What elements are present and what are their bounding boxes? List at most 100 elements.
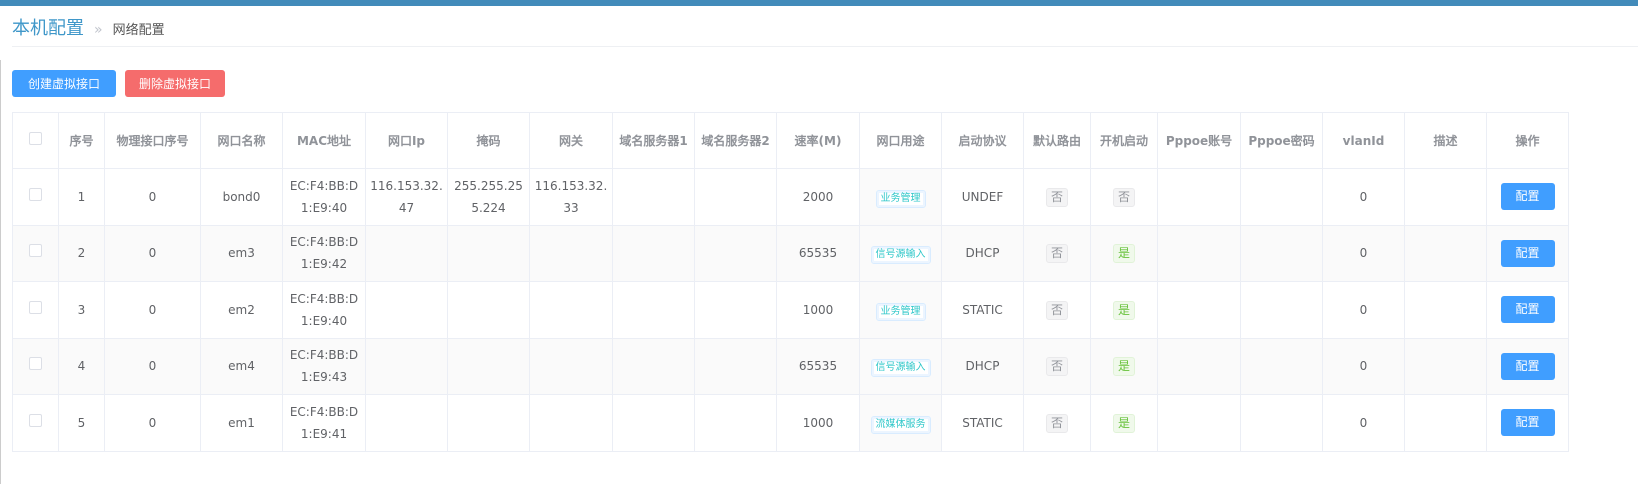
cell-boot: 是: [1090, 337, 1158, 395]
usage-tag: 流媒体服务: [870, 415, 931, 434]
cell-phys: 0: [104, 337, 201, 395]
divider: [0, 60, 1, 484]
cell-no: 5: [58, 394, 105, 452]
cell-pppoe_user: [1157, 394, 1241, 452]
cell-no: 2: [58, 224, 105, 282]
usage-tag: 信号源输入: [870, 246, 931, 265]
cell-proto: STATIC: [941, 394, 1024, 452]
cell-pppoe_pass: [1240, 337, 1323, 395]
usage-tag: 信号源输入: [870, 359, 931, 378]
table-row: 1 0 bond0 EC:F4:BB:D1:E9:40 116.153.32.47 255…: [12, 168, 1569, 226]
cell-phys: 0: [104, 394, 201, 452]
boot-tag: 是: [1112, 300, 1135, 320]
cell-vlan: 0: [1322, 394, 1405, 452]
cell-proto: STATIC: [941, 281, 1024, 339]
cell-boot: 否: [1090, 168, 1158, 226]
column-header: 掩码: [447, 112, 530, 169]
cell-dns1: [612, 168, 695, 226]
cell-no: 4: [58, 337, 105, 395]
cell-action: 配置: [1486, 224, 1569, 282]
column-header: 启动协议: [941, 112, 1024, 169]
cell-desc: [1404, 224, 1487, 282]
breadcrumb-root[interactable]: 本机配置: [12, 18, 84, 39]
column-header: 物理接口序号: [104, 112, 201, 169]
cell-default-route: 否: [1023, 224, 1091, 282]
delete-virtual-interface-button[interactable]: 删除虚拟接口: [125, 70, 225, 97]
cell-speed: 65535: [776, 224, 860, 282]
cell-dns2: [694, 224, 777, 282]
row-checkbox[interactable]: [29, 413, 42, 427]
cell-speed: 2000: [776, 168, 860, 226]
select-all-checkbox[interactable]: [29, 131, 42, 145]
cell-name: em4: [200, 337, 283, 395]
column-header: 速率(M): [776, 112, 860, 169]
cell-dns1: [612, 224, 695, 282]
default-route-tag: 否: [1045, 300, 1068, 320]
cell-dns2: [694, 281, 777, 339]
cell-default-route: 否: [1023, 394, 1091, 452]
cell-proto: DHCP: [941, 337, 1024, 395]
cell-vlan: 0: [1322, 281, 1405, 339]
default-route-tag: 否: [1045, 187, 1068, 207]
configure-button[interactable]: 配置: [1500, 352, 1555, 380]
row-select-cell: [12, 394, 59, 452]
configure-button[interactable]: 配置: [1500, 296, 1555, 324]
boot-tag: 是: [1112, 244, 1135, 264]
cell-gw: [529, 281, 613, 339]
cell-ip: [365, 394, 448, 452]
cell-name: em2: [200, 281, 283, 339]
cell-phys: 0: [104, 224, 201, 282]
cell-mask: 255.255.255.224: [447, 168, 530, 226]
cell-usage: 流媒体服务: [859, 394, 942, 452]
usage-tag: 业务管理: [875, 302, 926, 321]
cell-mac: EC:F4:BB:D1:E9:41: [282, 394, 366, 452]
column-header: Pppoe密码: [1240, 112, 1323, 169]
cell-phys: 0: [104, 281, 201, 339]
row-select-cell: [12, 337, 59, 395]
column-header: [12, 112, 59, 169]
cell-desc: [1404, 281, 1487, 339]
cell-pppoe_pass: [1240, 281, 1323, 339]
usage-tag: 业务管理: [875, 189, 926, 208]
row-select-cell: [12, 224, 59, 282]
cell-usage: 业务管理: [859, 281, 942, 339]
cell-pppoe_user: [1157, 337, 1241, 395]
boot-tag: 否: [1112, 187, 1135, 207]
configure-button[interactable]: 配置: [1500, 183, 1555, 211]
column-header: vlanId: [1322, 112, 1405, 169]
column-header: 操作: [1486, 112, 1569, 169]
cell-desc: [1404, 394, 1487, 452]
cell-vlan: 0: [1322, 224, 1405, 282]
cell-mac: EC:F4:BB:D1:E9:40: [282, 281, 366, 339]
row-checkbox[interactable]: [29, 187, 42, 201]
cell-vlan: 0: [1322, 168, 1405, 226]
configure-button[interactable]: 配置: [1500, 409, 1555, 437]
row-select-cell: [12, 281, 59, 339]
row-checkbox[interactable]: [29, 244, 42, 258]
table-row: 5 0 em1 EC:F4:BB:D1:E9:41 1000 流媒体服务 STATIC 否是 0…: [12, 394, 1569, 452]
row-select-cell: [12, 168, 59, 226]
column-header: 域名服务器1: [612, 112, 695, 169]
column-header: 网口用途: [859, 112, 942, 169]
cell-speed: 1000: [776, 394, 860, 452]
column-header: 默认路由: [1023, 112, 1091, 169]
cell-default-route: 否: [1023, 281, 1091, 339]
column-header: 网关: [529, 112, 613, 169]
cell-usage: 信号源输入: [859, 337, 942, 395]
column-header: 网口名称: [200, 112, 283, 169]
cell-desc: [1404, 168, 1487, 226]
network-interface-table: 序号 物理接口序号 网口名称 MAC地址 网口Ip 掩码 网关 域名服务器1 域名服务器2 速率(…: [12, 112, 1569, 452]
default-route-tag: 否: [1045, 357, 1068, 377]
row-checkbox[interactable]: [29, 300, 42, 314]
cell-ip: [365, 337, 448, 395]
cell-mac: EC:F4:BB:D1:E9:43: [282, 337, 366, 395]
cell-mask: [447, 337, 530, 395]
create-virtual-interface-button[interactable]: 创建虚拟接口: [12, 70, 116, 97]
cell-name: em3: [200, 224, 283, 282]
cell-default-route: 否: [1023, 168, 1091, 226]
cell-dns2: [694, 337, 777, 395]
row-checkbox[interactable]: [29, 357, 42, 371]
column-header: 网口Ip: [365, 112, 448, 169]
configure-button[interactable]: 配置: [1500, 239, 1555, 267]
breadcrumb-separator-icon: »: [94, 22, 103, 38]
